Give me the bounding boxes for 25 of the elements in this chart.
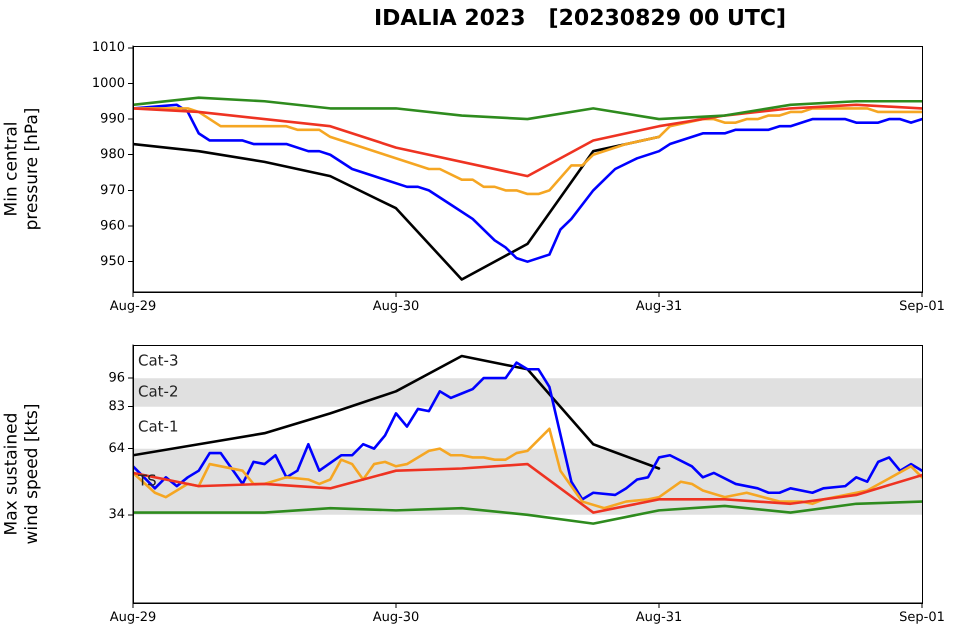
x-tick-label: Aug-29 bbox=[110, 610, 156, 626]
band-label: Cat-2 bbox=[138, 382, 179, 400]
y-tick-label: 1010 bbox=[92, 40, 125, 56]
x-tick-label: Sep-01 bbox=[899, 610, 945, 626]
x-tick-label: Aug-30 bbox=[372, 299, 420, 314]
chart-title: IDALIA 2023 [20230829 00 UTC] bbox=[372, 6, 788, 31]
x-tick-label: Aug-31 bbox=[636, 610, 682, 626]
y-tick-label: 950 bbox=[100, 254, 125, 270]
y-tick-label: 990 bbox=[100, 111, 125, 126]
y-axis-title: Max sustained wind speed [kts] bbox=[2, 404, 42, 544]
x-tick-label: Sep-01 bbox=[899, 299, 945, 314]
x-tick-label: Aug-29 bbox=[110, 299, 156, 314]
y-tick-label: 64 bbox=[108, 441, 125, 456]
y-tick-label: 980 bbox=[100, 147, 125, 162]
y-tick-label: 96 bbox=[108, 370, 125, 386]
band-label: Cat-3 bbox=[138, 351, 179, 370]
y-axis-title: Min central pressure [hPa] bbox=[2, 108, 42, 230]
y-tick-label: 970 bbox=[100, 182, 125, 198]
y-tick-label: 960 bbox=[100, 218, 125, 234]
x-tick-label: Aug-30 bbox=[372, 610, 420, 626]
y-tick-label: 83 bbox=[108, 399, 125, 414]
y-tick-label: 34 bbox=[108, 507, 125, 522]
band-label: Cat-1 bbox=[138, 418, 179, 436]
y-tick-label: 1000 bbox=[92, 76, 125, 91]
x-tick-label: Aug-31 bbox=[636, 299, 682, 314]
